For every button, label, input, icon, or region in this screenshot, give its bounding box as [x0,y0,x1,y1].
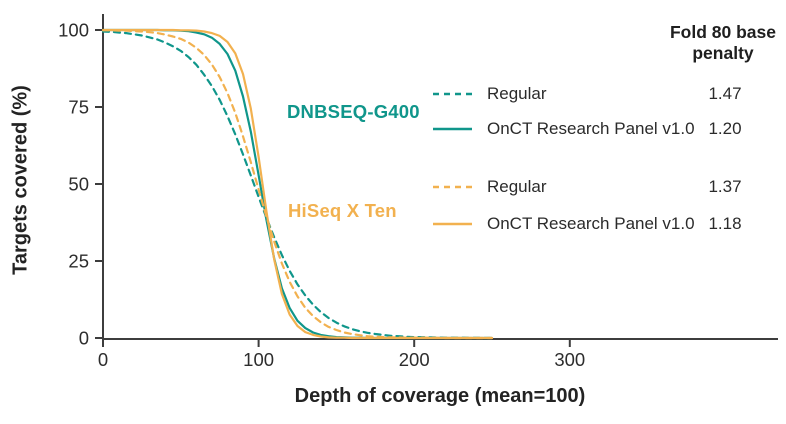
legend-row-dnbseq-regular: Regular 1.47 [487,82,786,106]
y-tick-label: 75 [68,97,89,118]
legend-header-fold80: Fold 80 base penalty [664,22,782,64]
y-tick-label: 100 [58,20,89,41]
legend-row-hiseq-onct: OnCT Research Panel v1.0 1.18 [487,212,786,236]
group-label-hiseq: HiSeq X Ten [288,200,397,221]
group-label-dnbseq: DNBSEQ-G400 [287,101,420,122]
x-axis-title: Depth of coverage (mean=100) [294,385,586,407]
x-tick-label: 300 [554,349,585,370]
fold80-value: 1.20 [708,119,742,138]
x-tick-label: 100 [243,349,274,370]
curve-dnbseq-g400-regular [101,30,494,340]
fold80-value: 1.47 [708,84,742,103]
y-tick-label: 50 [68,174,89,195]
legend-row-dnbseq-onct: OnCT Research Panel v1.0 1.20 [487,117,786,141]
x-tick-label: 0 [98,349,108,370]
fold80-value: 1.18 [708,214,742,233]
fold80-value: 1.37 [708,177,742,196]
curve-hiseq-x-ten-onct [101,28,494,340]
curve-hiseq-x-ten-regular [101,29,494,340]
legend-label: Regular [487,84,547,103]
legend-label: Regular [487,177,547,196]
curve-dnbseq-g400-onct [101,28,494,340]
y-axis-title: Targets covered (%) [9,85,32,275]
legend-header-line2: penalty [692,43,754,63]
y-tick-label: 25 [68,251,89,272]
legend-header-line1: Fold 80 base [669,22,776,42]
legend-label: OnCT Research Panel v1.0 [487,119,695,138]
legend-row-hiseq-regular: Regular 1.37 [487,175,786,199]
x-tick-label: 200 [399,349,430,370]
legend-label: OnCT Research Panel v1.0 [487,214,695,233]
y-tick-label: 0 [79,328,89,349]
